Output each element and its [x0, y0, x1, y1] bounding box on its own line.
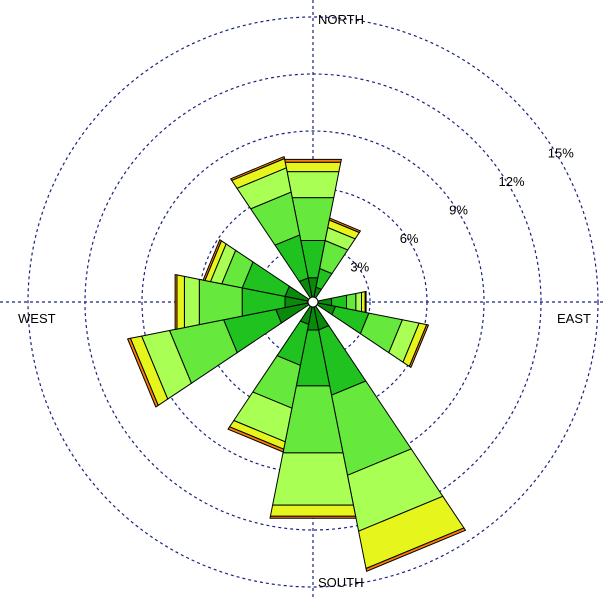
petal-w-class-5	[176, 274, 185, 330]
petal-n-class-4	[286, 171, 340, 199]
ring-label-12pct: 12%	[499, 174, 525, 189]
petal-n-class-6	[284, 158, 342, 163]
ring-label-9pct: 9%	[449, 203, 468, 218]
labels: NORTH EAST SOUTH WEST 3% 6% 9% 12% 15%	[18, 12, 591, 590]
east-label: EAST	[557, 311, 591, 326]
north-label: NORTH	[318, 12, 364, 27]
petals	[127, 156, 466, 572]
petal-ese-class-6	[408, 324, 429, 368]
petal-w-class-4	[183, 275, 200, 329]
petal-s-class-5	[269, 504, 357, 517]
petal-e-class-6	[364, 290, 367, 314]
petal-wnw-class-6	[202, 239, 222, 281]
petal-e-class-4	[355, 291, 362, 313]
petal-e-class-3	[346, 293, 357, 311]
calm-center-circle	[307, 296, 319, 308]
petal-nne-class-6	[328, 217, 361, 233]
ring-label-3pct: 3%	[350, 260, 369, 275]
petal-ssw-class-6	[227, 426, 285, 453]
petal-sse-class-6	[365, 527, 466, 572]
petal-w-class-6	[174, 274, 178, 330]
west-label: WEST	[18, 311, 56, 326]
ring-3pct	[255, 244, 371, 360]
petal-nnw-class-6	[230, 156, 285, 181]
ring-9pct	[141, 130, 485, 474]
petal-e-class-5	[361, 291, 366, 313]
south-label: SOUTH	[318, 575, 364, 590]
ring-15pct	[27, 16, 599, 588]
petal-s-class-6	[269, 515, 357, 519]
petal-wsw-class-6	[127, 337, 159, 408]
petal-s-class-4	[272, 452, 354, 506]
ring-label-6pct: 6%	[400, 231, 419, 246]
ring-label-15pct: 15%	[548, 146, 574, 161]
petal-n-class-5	[284, 161, 342, 173]
